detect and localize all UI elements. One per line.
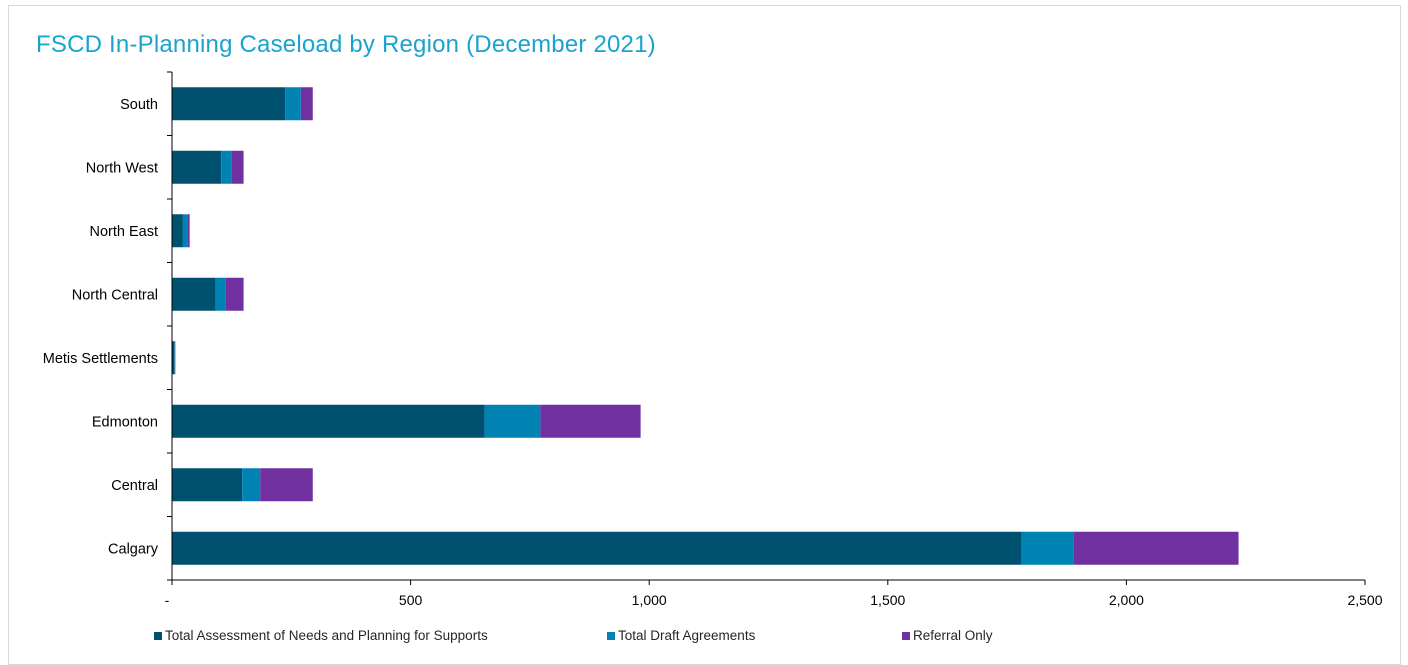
bar-edmonton-series-2 <box>485 405 541 438</box>
bar-south-series-2 <box>285 87 301 120</box>
bar-calgary-series-3 <box>1074 532 1239 565</box>
bar-central-series-3 <box>260 468 312 501</box>
bar-edmonton-series-3 <box>540 405 640 438</box>
x-tick-label: 2,500 <box>1347 592 1382 608</box>
bar-north-west-series-3 <box>232 151 244 184</box>
category-label-central: Central <box>111 478 158 494</box>
legend-item-series-3: Referral Only <box>902 628 993 643</box>
x-tick-label: 500 <box>399 592 423 608</box>
bars-layer <box>172 87 1239 565</box>
legend-swatch-series-3 <box>902 632 910 640</box>
axes-layer <box>167 72 1365 585</box>
legend-item-series-1: Total Assessment of Needs and Planning f… <box>154 628 488 643</box>
x-tick-label: 1,000 <box>632 592 667 608</box>
legend-label-series-3: Referral Only <box>913 628 993 643</box>
bar-north-east-series-2 <box>182 214 187 247</box>
bar-north-east-series-1 <box>172 214 182 247</box>
bar-south-series-1 <box>172 87 285 120</box>
legend-item-series-2: Total Draft Agreements <box>607 628 755 643</box>
category-label-south: South <box>120 97 158 113</box>
legend-swatch-series-1 <box>154 632 162 640</box>
category-label-metis-settlements: Metis Settlements <box>43 351 158 367</box>
bar-calgary-series-1 <box>172 532 1021 565</box>
category-label-north-central: North Central <box>72 287 158 303</box>
bar-north-central-series-3 <box>226 278 244 311</box>
legend-swatch-series-2 <box>607 632 615 640</box>
bar-edmonton-series-1 <box>172 405 485 438</box>
bar-north-central-series-1 <box>172 278 215 311</box>
x-tick-label: 1,500 <box>870 592 905 608</box>
bar-north-west-series-1 <box>172 151 221 184</box>
bar-central-series-2 <box>242 468 260 501</box>
category-label-north-east: North East <box>90 224 159 240</box>
category-label-north-west: North West <box>86 160 158 176</box>
bar-north-central-series-2 <box>215 278 225 311</box>
x-tick-label: - <box>165 592 170 608</box>
legend-label-series-2: Total Draft Agreements <box>618 628 755 643</box>
bar-north-west-series-2 <box>221 151 231 184</box>
labels-layer: South North West North East North Central Me… <box>43 97 1383 608</box>
x-tick-label: 2,000 <box>1109 592 1144 608</box>
bar-calgary-series-2 <box>1021 532 1073 565</box>
legend-label-series-1: Total Assessment of Needs and Planning f… <box>165 628 488 643</box>
bar-south-series-3 <box>301 87 313 120</box>
category-label-edmonton: Edmonton <box>92 414 158 430</box>
bar-north-east-series-3 <box>187 214 189 247</box>
category-label-calgary: Calgary <box>108 541 159 557</box>
bar-central-series-1 <box>172 468 242 501</box>
